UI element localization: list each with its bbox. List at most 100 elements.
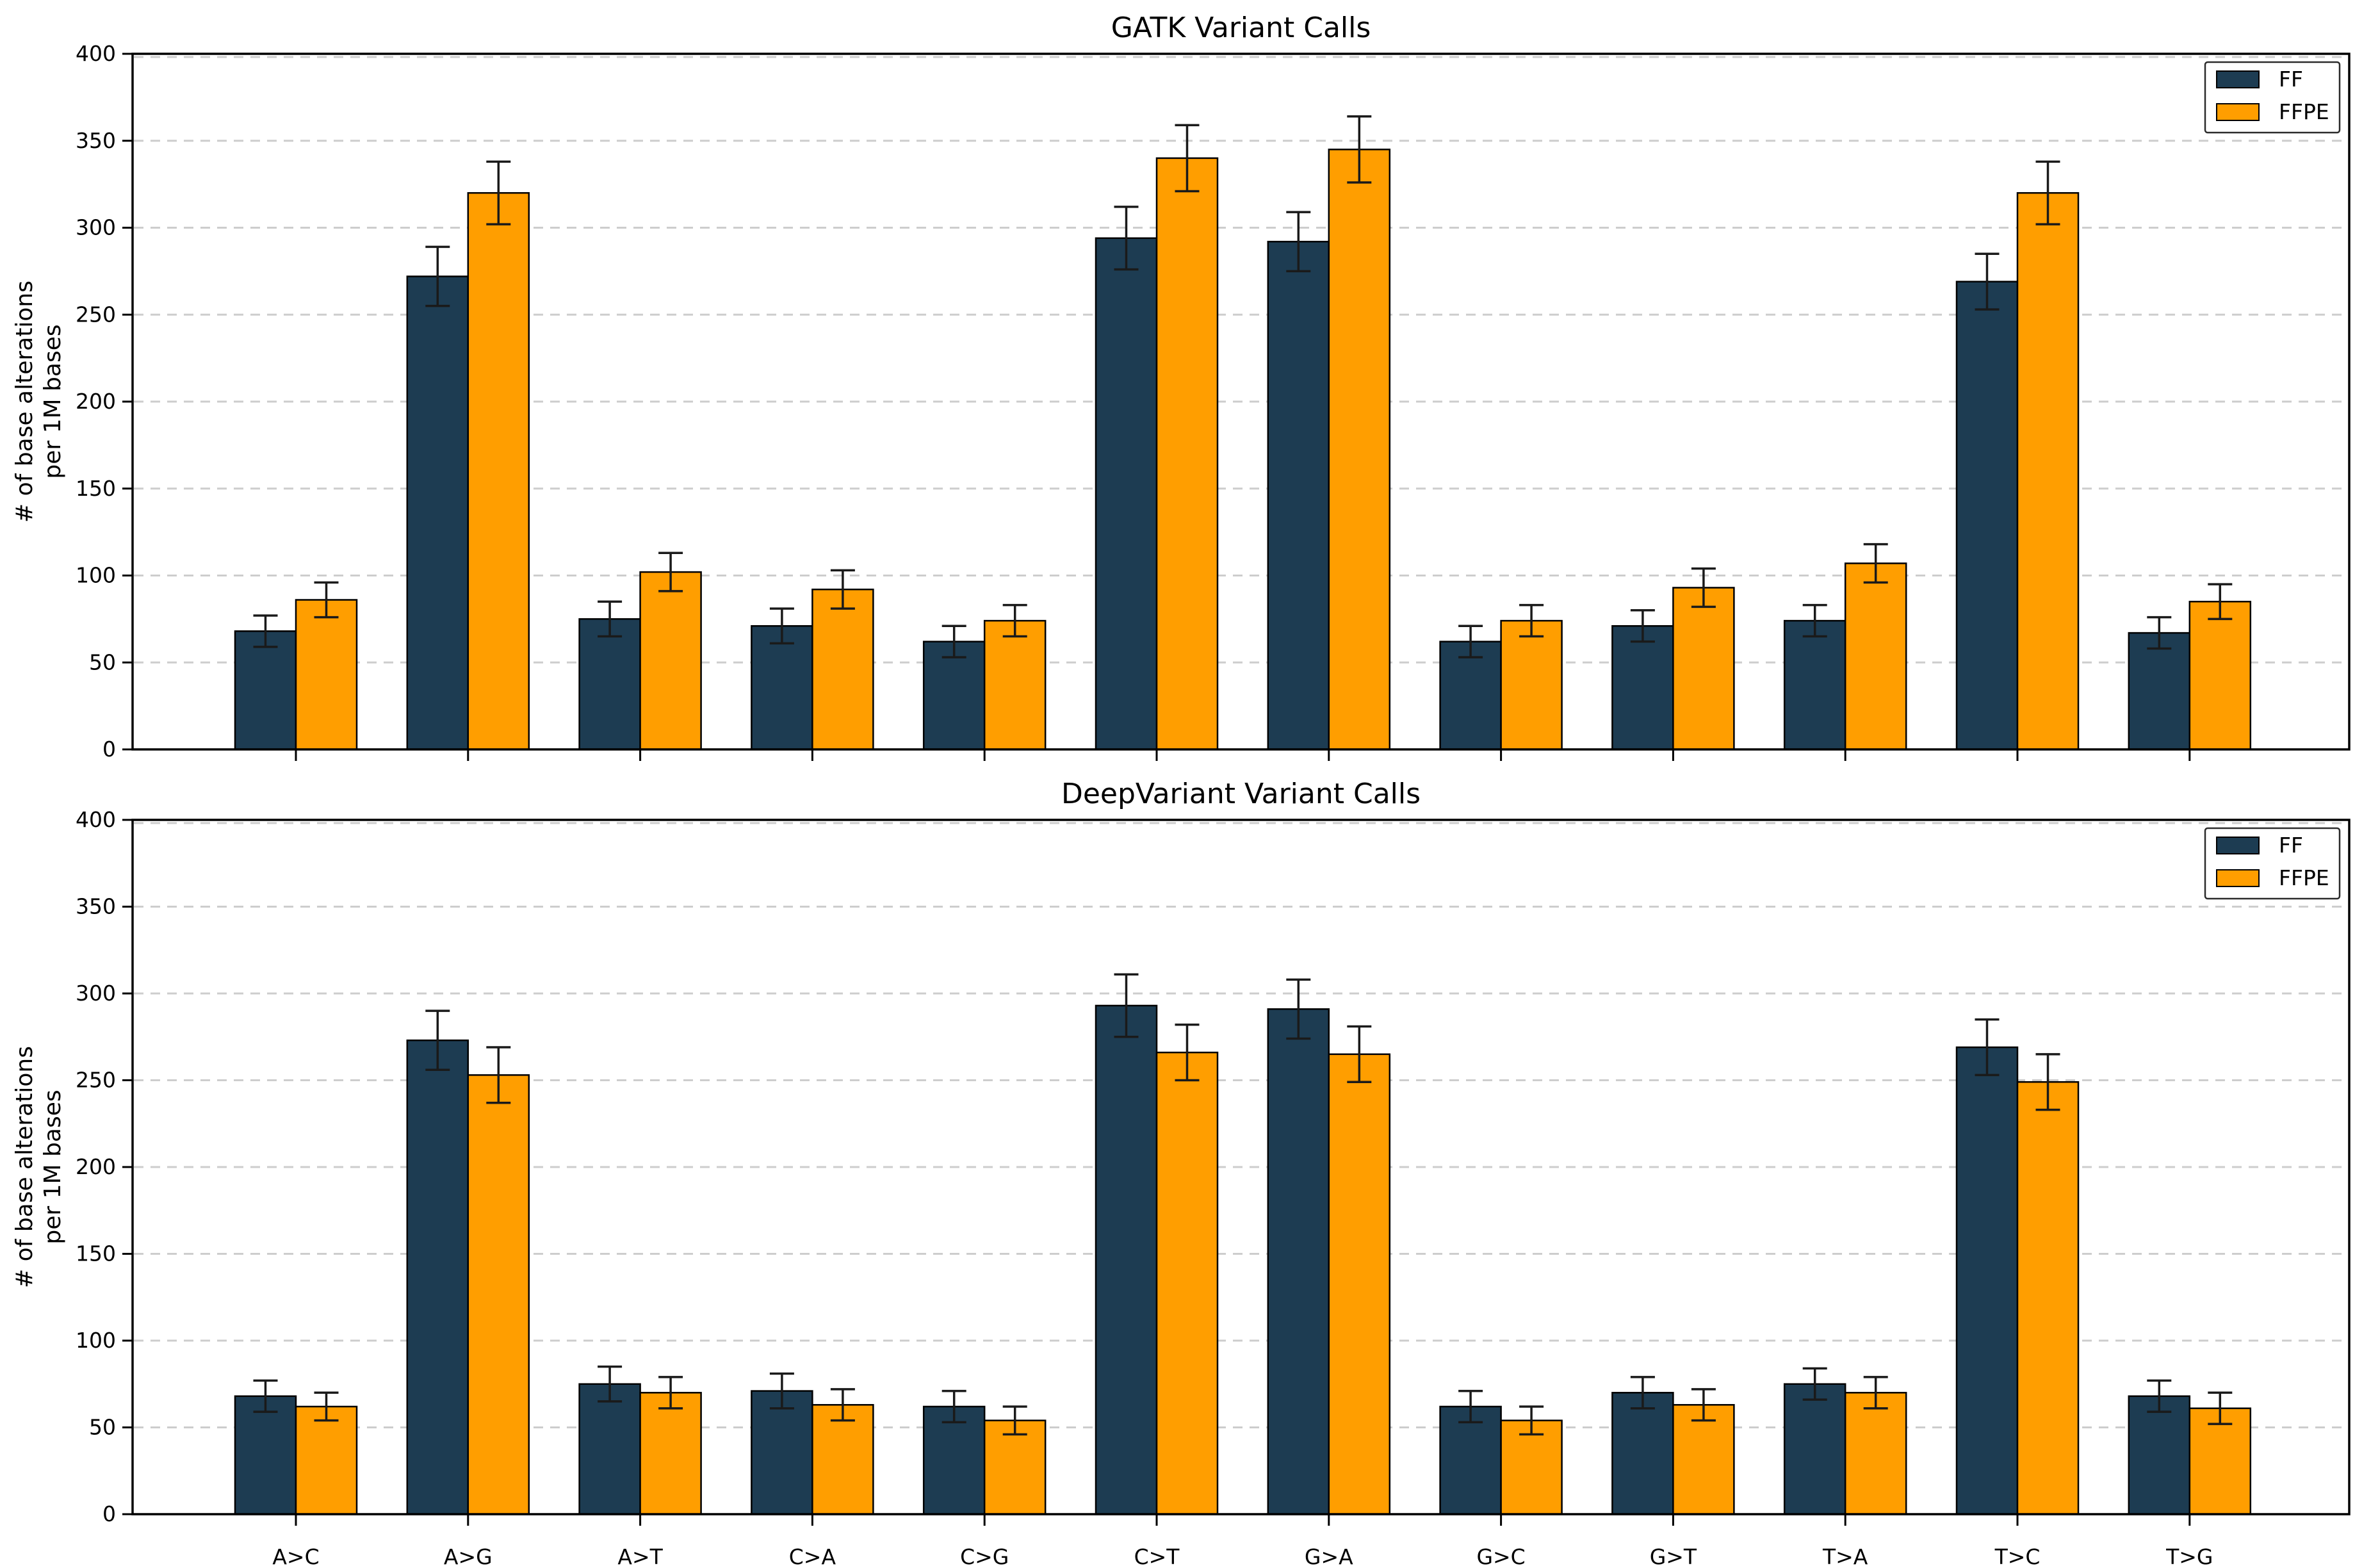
x-tick-label: G>A bbox=[1305, 1544, 1353, 1568]
error-bar bbox=[1630, 1376, 1655, 1410]
error-bar bbox=[1175, 124, 1200, 193]
gatk-chart: 0 50 100 150 200 250 300 350 400 GATK Variant Cal… bbox=[12, 12, 2351, 762]
error-bar bbox=[1347, 1025, 1372, 1083]
bar-ff-G>C bbox=[1439, 641, 1502, 751]
bar-ffpe-C>G bbox=[983, 1419, 1047, 1515]
error-bar bbox=[2035, 160, 2060, 225]
legend-label-ffpe: FFPE bbox=[2279, 865, 2329, 890]
legend: FF FFPE bbox=[2204, 61, 2341, 134]
bar-ff-T>A bbox=[1783, 619, 1846, 751]
y-tick-label: 150 bbox=[76, 476, 116, 501]
y-tick-label: 100 bbox=[76, 1328, 116, 1353]
bar-ff-C>T bbox=[1095, 1004, 1158, 1515]
legend-swatch-ff bbox=[2216, 837, 2260, 854]
x-tick-label: G>C bbox=[1476, 1544, 1525, 1568]
y-tick-label: 250 bbox=[76, 1068, 116, 1093]
bar-ff-C>T bbox=[1095, 237, 1158, 751]
bar-ff-T>C bbox=[1955, 1046, 2019, 1515]
bar-ff-G>A bbox=[1267, 1008, 1330, 1515]
legend: FF FFPE bbox=[2204, 827, 2341, 900]
bar-ff-A>G bbox=[406, 275, 469, 751]
error-bar bbox=[2035, 1053, 2060, 1111]
x-tick-label: A>G bbox=[444, 1544, 493, 1568]
y-tick-label: 50 bbox=[89, 649, 116, 674]
error-bar bbox=[1114, 973, 1139, 1038]
error-bar bbox=[830, 569, 855, 610]
error-bar bbox=[1691, 567, 1716, 608]
error-bar bbox=[1458, 625, 1483, 658]
bar-ff-A>C bbox=[234, 630, 297, 751]
y-axis-label-line1: # of base alterations bbox=[12, 281, 38, 523]
bar-ffpe-A>G bbox=[467, 192, 530, 751]
bar-ffpe-T>A bbox=[1844, 562, 1907, 751]
error-bar bbox=[598, 600, 623, 638]
bar-ffpe-G>T bbox=[1672, 587, 1735, 751]
bar-ff-T>G bbox=[2128, 632, 2191, 751]
y-axis-label-line1: # of base alterations bbox=[12, 1046, 38, 1288]
x-tick-label: C>A bbox=[789, 1544, 836, 1568]
error-bar bbox=[598, 1365, 623, 1403]
y-tick-label: 400 bbox=[76, 41, 116, 66]
bar-ff-A>C bbox=[234, 1395, 297, 1515]
x-tick-label: A>C bbox=[272, 1544, 319, 1568]
y-tick-label: 150 bbox=[76, 1241, 116, 1266]
error-bar bbox=[1519, 1405, 1544, 1436]
y-tick-label: 400 bbox=[76, 807, 116, 832]
x-tick-label: A>T bbox=[617, 1544, 663, 1568]
bar-ff-A>T bbox=[578, 1383, 641, 1515]
legend-label-ff: FF bbox=[2279, 67, 2303, 92]
error-bar bbox=[830, 1388, 855, 1422]
error-bar bbox=[1175, 1024, 1200, 1082]
error-bar bbox=[1002, 603, 1027, 638]
bar-ffpe-G>C bbox=[1500, 619, 1563, 751]
error-bar bbox=[2208, 1391, 2233, 1425]
bar-ffpe-A>C bbox=[295, 1405, 358, 1515]
x-tick-label: C>T bbox=[1134, 1544, 1180, 1568]
bar-ff-G>A bbox=[1267, 240, 1330, 751]
error-bar bbox=[2147, 616, 2172, 650]
legend-swatch-ffpe bbox=[2216, 869, 2260, 887]
y-tick-label: 350 bbox=[76, 894, 116, 919]
error-bar bbox=[1002, 1405, 1027, 1436]
bar-ff-T>A bbox=[1783, 1383, 1846, 1515]
legend-swatch-ff bbox=[2216, 70, 2260, 88]
bar-ff-A>T bbox=[578, 618, 641, 751]
y-tick-label: 300 bbox=[76, 215, 116, 240]
bar-ffpe-C>G bbox=[983, 619, 1047, 751]
y-tick-label: 0 bbox=[102, 737, 116, 762]
y-tick-label: 350 bbox=[76, 128, 116, 153]
bar-ffpe-T>C bbox=[2016, 192, 2080, 751]
bar-ffpe-A>T bbox=[639, 1392, 702, 1515]
error-bar bbox=[1286, 211, 1311, 273]
x-tick-label: C>G bbox=[960, 1544, 1009, 1568]
legend-label-ffpe: FFPE bbox=[2279, 99, 2329, 124]
x-tick-label: G>T bbox=[1650, 1544, 1697, 1568]
bar-ffpe-T>G bbox=[2188, 1407, 2252, 1515]
legend-swatch-ffpe bbox=[2216, 103, 2260, 121]
y-tick-label: 200 bbox=[76, 389, 116, 414]
bar-ff-G>T bbox=[1611, 625, 1674, 751]
error-bar bbox=[2208, 583, 2233, 621]
error-bar bbox=[769, 607, 794, 645]
legend-label-ff: FF bbox=[2279, 833, 2303, 858]
error-bar bbox=[1691, 1388, 1716, 1422]
y-axis-label-line2: per 1M bases bbox=[40, 324, 66, 478]
x-tick-label: T>A bbox=[1822, 1544, 1868, 1568]
error-bar bbox=[425, 245, 450, 307]
error-bar bbox=[253, 1379, 278, 1413]
error-bar bbox=[1286, 978, 1311, 1040]
chart-title: DeepVariant Variant Calls bbox=[1061, 778, 1421, 810]
error-bar bbox=[1519, 603, 1544, 638]
error-bar bbox=[1347, 115, 1372, 184]
error-bar bbox=[1802, 1367, 1827, 1401]
bar-ff-T>C bbox=[1955, 281, 2019, 751]
bar-ff-T>G bbox=[2128, 1395, 2191, 1515]
error-bar bbox=[253, 614, 278, 648]
error-bar bbox=[314, 1391, 339, 1422]
bar-ffpe-A>G bbox=[467, 1074, 530, 1515]
y-tick-label: 250 bbox=[76, 302, 116, 327]
error-bar bbox=[658, 551, 683, 592]
x-tick-label: T>G bbox=[2165, 1544, 2213, 1568]
error-bar bbox=[1975, 252, 2000, 311]
